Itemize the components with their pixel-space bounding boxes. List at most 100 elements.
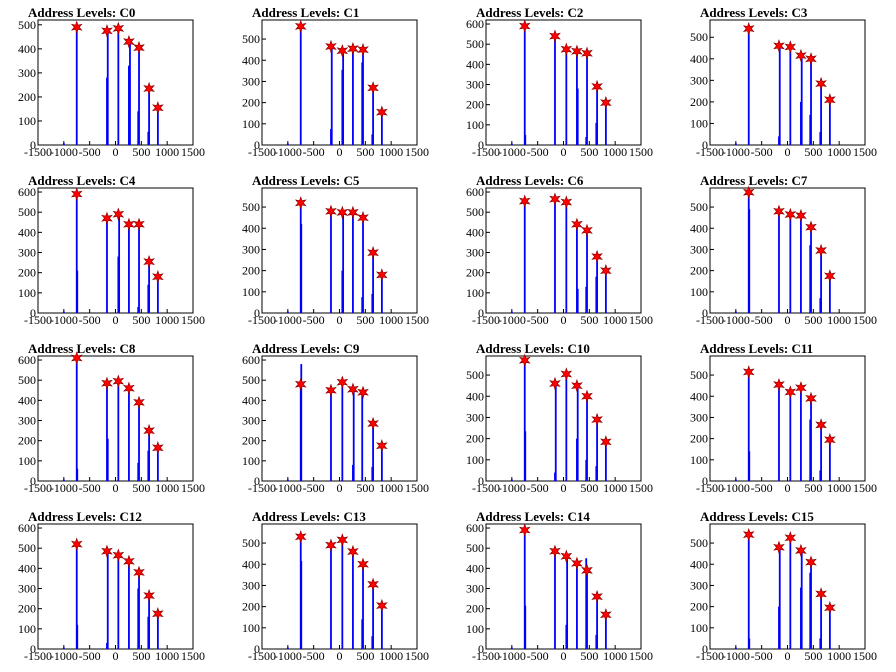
x-tick-label: 1000 [827,481,851,495]
peak-marker [591,79,603,94]
histogram-bar [586,396,588,481]
x-tick-label: -1500 [696,649,724,663]
y-tick-label: 400 [690,52,708,66]
y-tick-label: 600 [466,17,484,31]
chart-panel: Address Levels: C5 -1500 -1000 -500 0 500 1000… [224,168,448,336]
y-tick-label: 500 [18,541,36,555]
peak-marker [336,43,349,58]
histogram-bar [342,50,345,145]
y-tick-label: 100 [466,286,484,300]
histogram-bar [300,364,303,481]
x-tick-label: 1500 [629,649,653,663]
histogram-bar [62,311,65,313]
y-tick-label: 400 [690,389,708,403]
histogram-bar [524,605,527,649]
peak-marker [294,19,307,34]
peak-marker [805,555,817,569]
y-tick-label: 100 [18,286,36,300]
histogram-bar [576,88,579,145]
x-tick-label: 0 [337,145,343,159]
chart-plot: -1500-1000 -500 0 500 1000 1500 0 100 200 300 400 5… [466,521,653,663]
x-tick-label: -1000 [722,313,750,327]
y-tick-label: 600 [18,185,36,199]
histogram-bar [828,275,831,313]
histogram-bar [596,419,598,481]
histogram-bar [128,561,130,649]
y-tick-label: 0 [702,306,708,320]
plot-frame [709,19,866,146]
histogram-bar [299,26,302,145]
y-tick-label: 600 [466,185,484,199]
chart-title: Address Levels: C3 [700,5,808,20]
peak-marker [112,374,125,388]
peak-marker [376,105,388,119]
x-tick-label: -500 [303,649,325,663]
histogram-bar [800,55,803,146]
x-tick-label: -1000 [498,481,526,495]
histogram-bar [75,194,78,313]
peak-marker [560,549,573,563]
peak-marker [357,557,369,571]
histogram-bar [789,537,792,649]
histogram-bar [510,311,513,313]
x-tick-label: 0 [337,313,343,327]
y-tick-label: 200 [18,266,36,280]
histogram-bar [330,211,332,313]
histogram-bar [820,250,822,313]
x-tick-label: 0 [113,649,119,663]
chart-plot: -1500-1000 -500 0 500 1000 1500 0 100 200 300 400 5… [242,187,429,327]
x-tick-label: 0 [337,649,343,663]
x-tick-label: -1000 [498,649,526,663]
peak-marker [336,533,349,547]
peak-marker [357,385,369,400]
chart-title: Address Levels: C4 [28,173,136,188]
y-tick-label: 0 [254,306,260,320]
histogram-bar [810,398,812,481]
y-tick-label: 500 [242,200,260,214]
peak-marker [824,600,836,615]
chart-panel: Address Levels: C15 -1500 -1000 -500 0 500 100… [672,504,896,672]
chart-plot: -1500-1000 -500 0 500 1000 1500 0 100 200 300 400 5… [242,353,429,495]
x-tick-label: 500 [132,313,150,327]
y-tick-label: 500 [242,373,260,387]
y-tick-label: 300 [18,66,36,80]
peak-marker [325,204,337,219]
y-tick-label: 0 [30,306,36,320]
y-tick-label: 200 [466,432,484,446]
x-tick-label: -1500 [24,145,52,159]
plot-frame [485,355,642,482]
x-tick-label: 0 [113,145,119,159]
y-tick-label: 100 [466,118,484,132]
x-tick-label: 1000 [603,145,627,159]
peak-marker [805,52,817,66]
y-tick-label: 400 [18,225,36,239]
x-tick-label: -500 [527,481,549,495]
chart-plot: -1500-1000 -500 0 500 1000 1500 0 100 200 300 400 5… [242,523,429,663]
histogram-bar [789,392,792,481]
y-tick-label: 200 [18,90,36,104]
peak-marker [815,243,827,258]
peak-marker [152,606,164,621]
histogram-bar [596,86,598,145]
peak-marker [795,208,807,223]
y-tick-label: 200 [242,96,260,110]
peak-marker [357,210,369,225]
chart-panel: Address Levels: C0 -1500 -1000 -500 0 500 1000… [0,0,224,168]
x-tick-label: 1000 [379,145,403,159]
chart-panel: Address Levels: C8 -1500 -1000 -500 0 500 1000… [0,336,224,504]
x-tick-label: -1000 [722,481,750,495]
y-tick-label: 400 [242,221,260,235]
chart-panel: Address Levels: C12 -1500 -1000 -500 0 500 100… [0,504,224,672]
histogram-bar [106,438,109,481]
peak-marker [581,563,593,578]
y-tick-label: 400 [18,393,36,407]
histogram-bar [524,134,527,145]
histogram-bar [138,572,140,649]
plot-frame [261,187,418,314]
y-tick-label: 0 [30,642,36,656]
histogram-bar [810,58,812,145]
y-tick-label: 300 [690,242,708,256]
peak-marker [112,207,125,221]
chart-title: Address Levels: C6 [476,173,584,188]
histogram-bar [330,46,333,146]
